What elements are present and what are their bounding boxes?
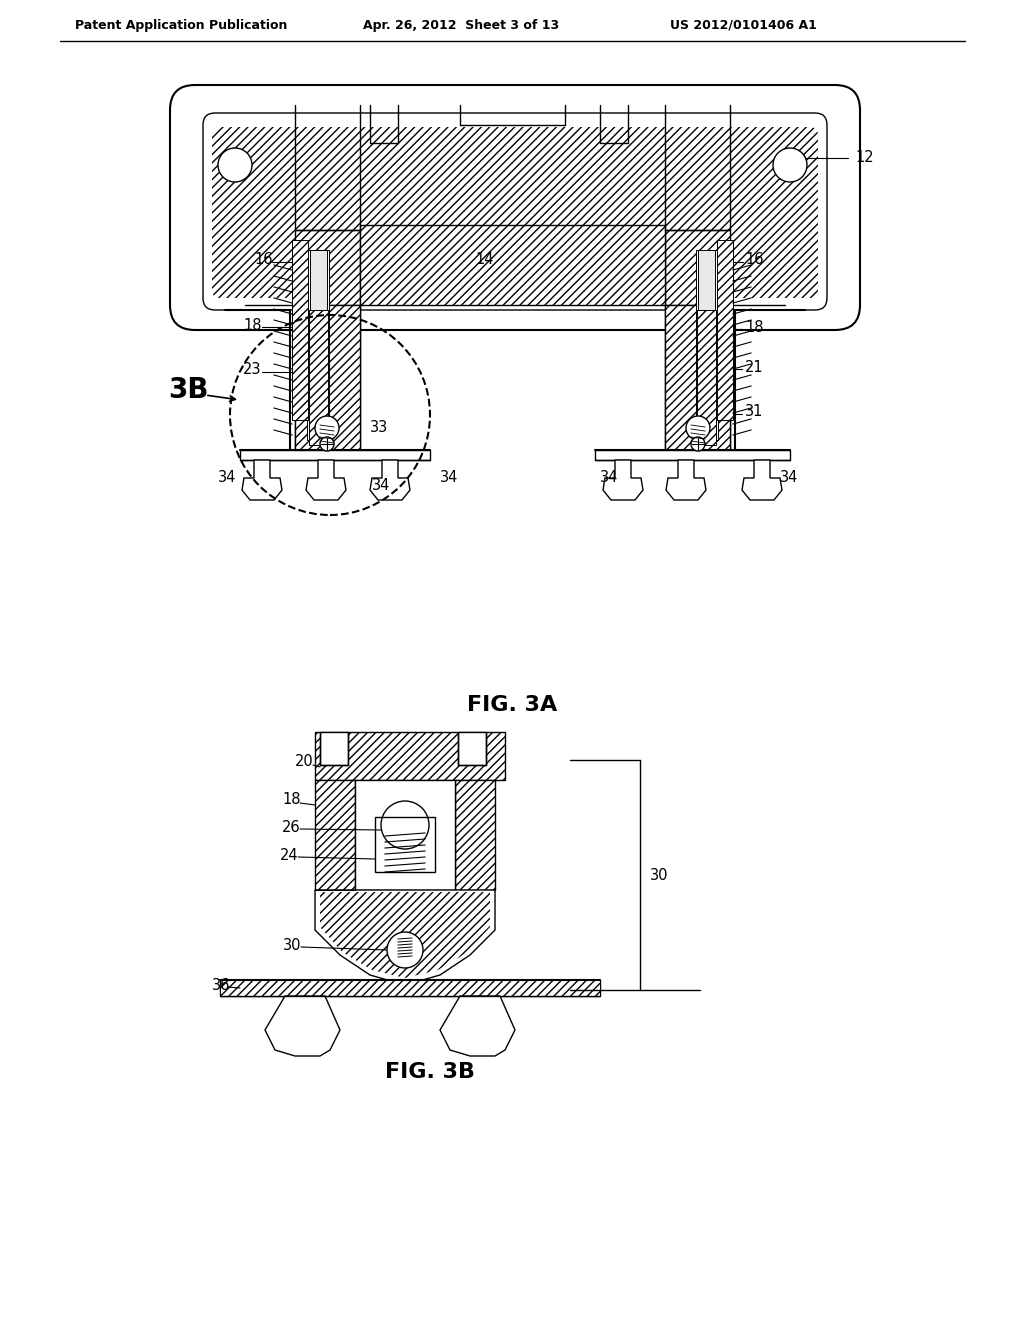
Text: 3B: 3B (168, 376, 209, 404)
Text: 18: 18 (745, 319, 764, 334)
Bar (697, 310, 716, 445)
Text: 34: 34 (218, 470, 237, 486)
Text: 12: 12 (855, 150, 873, 165)
Text: 21: 21 (745, 359, 764, 375)
Bar (309, 310, 328, 445)
Bar (717, 240, 733, 420)
Bar (665, 305, 730, 450)
Text: Apr. 26, 2012  Sheet 3 of 13: Apr. 26, 2012 Sheet 3 of 13 (362, 18, 559, 32)
Bar (455, 780, 495, 890)
Bar (220, 979, 600, 997)
Circle shape (315, 416, 339, 440)
Text: 34: 34 (780, 470, 799, 484)
Bar (220, 979, 600, 997)
Circle shape (691, 437, 705, 451)
Bar (355, 780, 455, 890)
Polygon shape (265, 997, 340, 1056)
Circle shape (381, 801, 429, 849)
Polygon shape (315, 890, 495, 985)
Polygon shape (603, 459, 643, 500)
Text: 30: 30 (650, 867, 669, 883)
Text: 26: 26 (282, 820, 301, 834)
Bar (315, 780, 355, 890)
Bar (595, 450, 790, 459)
Circle shape (773, 148, 807, 182)
Bar (360, 224, 665, 305)
Bar (315, 733, 505, 780)
Polygon shape (306, 459, 346, 500)
Polygon shape (370, 459, 410, 500)
Text: 30: 30 (283, 937, 301, 953)
Bar (295, 305, 360, 450)
FancyBboxPatch shape (203, 114, 827, 310)
Bar (717, 240, 733, 420)
Text: 14: 14 (475, 252, 494, 268)
Text: 34: 34 (440, 470, 459, 484)
Bar (665, 230, 730, 305)
Bar (310, 249, 327, 436)
Bar (665, 305, 730, 450)
Bar (292, 240, 308, 420)
Bar (309, 310, 328, 445)
Bar (375, 817, 435, 873)
Bar (665, 305, 730, 450)
Text: 23: 23 (243, 363, 261, 378)
Polygon shape (742, 459, 782, 500)
Bar (307, 249, 329, 440)
Text: 20: 20 (295, 755, 313, 770)
Polygon shape (440, 997, 515, 1056)
Text: 36: 36 (212, 978, 230, 993)
Bar (295, 230, 360, 305)
Text: FIG. 3B: FIG. 3B (385, 1063, 475, 1082)
Bar (220, 979, 600, 997)
Text: 34: 34 (600, 470, 618, 484)
Bar (315, 733, 505, 780)
Bar (458, 733, 486, 766)
Bar (292, 240, 308, 420)
Bar (696, 249, 718, 440)
Bar (697, 310, 716, 445)
Text: 16: 16 (745, 252, 764, 268)
Bar (295, 305, 360, 450)
Bar (360, 224, 665, 305)
Bar (455, 780, 495, 890)
FancyBboxPatch shape (170, 84, 860, 330)
Bar (665, 305, 730, 450)
Bar (319, 733, 348, 766)
Circle shape (387, 932, 423, 968)
Text: 31: 31 (745, 404, 763, 420)
Bar (665, 230, 730, 305)
Circle shape (218, 148, 252, 182)
Polygon shape (666, 459, 706, 500)
Text: 24: 24 (280, 847, 299, 862)
Circle shape (686, 416, 710, 440)
Text: US 2012/0101406 A1: US 2012/0101406 A1 (670, 18, 817, 32)
Bar (295, 305, 360, 450)
Text: 16: 16 (254, 252, 272, 268)
Text: 34: 34 (372, 478, 390, 492)
Bar (295, 305, 360, 450)
Text: Patent Application Publication: Patent Application Publication (75, 18, 288, 32)
Text: 18: 18 (282, 792, 300, 808)
Bar (240, 450, 430, 459)
Text: 33: 33 (370, 420, 388, 434)
Text: 18: 18 (243, 318, 261, 333)
Text: FIG. 3A: FIG. 3A (467, 696, 557, 715)
Polygon shape (242, 459, 282, 500)
Bar (295, 230, 360, 305)
Circle shape (319, 437, 334, 451)
Bar (315, 780, 355, 890)
Bar (698, 249, 715, 436)
